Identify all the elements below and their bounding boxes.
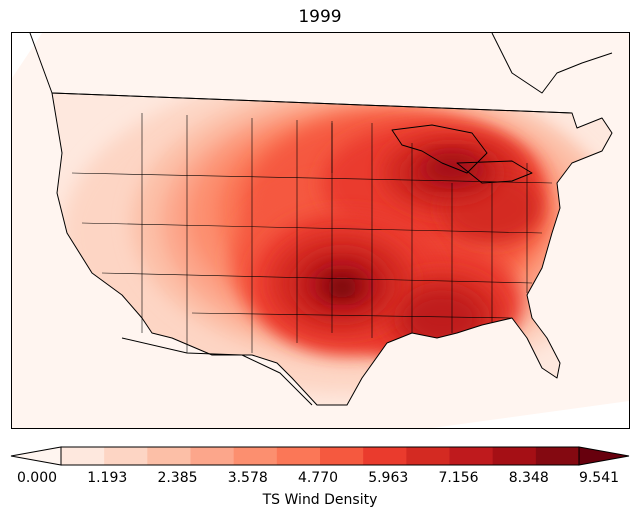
colorbar-tick-label: 9.541 <box>578 470 620 486</box>
colorbar-swatch-10 <box>492 447 537 465</box>
map-title: 1999 <box>298 7 342 27</box>
colorbar-border <box>60 446 580 466</box>
country-borders <box>29 33 613 406</box>
colorbar-swatch-0 <box>61 447 105 465</box>
state-border-13 <box>191 312 513 319</box>
colorbar-swatch-2 <box>147 447 191 465</box>
colorbar <box>9 446 631 470</box>
colorbar-label: TS Wind Density <box>262 492 378 508</box>
colorbar-swatch-7 <box>363 447 407 465</box>
colorbar-swatch-3 <box>190 447 235 465</box>
colorbar-tick-label: 2.385 <box>157 470 198 486</box>
colorbar-tick-label: 4.770 <box>297 470 339 486</box>
colorbar-bar <box>10 446 630 466</box>
colorbar-swatch-11 <box>535 447 580 465</box>
colorbar-extend-min <box>10 446 62 466</box>
state-border-10 <box>71 172 553 184</box>
colorbar-swatch-4 <box>233 447 278 465</box>
state-borders <box>71 113 553 353</box>
great-lakes <box>391 124 533 184</box>
colorbar-swatch-5 <box>276 447 321 465</box>
map-panel <box>11 32 630 429</box>
colorbar-extend-max <box>578 446 630 466</box>
us-coastline <box>51 92 613 406</box>
density-map <box>12 33 629 428</box>
mexico-border <box>121 337 313 406</box>
colorbar-tick-label: 1.193 <box>87 470 128 486</box>
density-contour-20 <box>334 282 350 294</box>
colorbar-tick-label: 0.000 <box>16 470 58 486</box>
ocean-white-bottom <box>432 401 629 428</box>
canada-border <box>51 92 573 114</box>
colorbar-tick-label: 3.578 <box>227 470 268 486</box>
colorbar-swatch-8 <box>406 447 450 465</box>
colorbar-swatch-9 <box>449 447 494 465</box>
colorbar-swatch-6 <box>320 447 364 465</box>
colorbar-swatch-1 <box>104 447 148 465</box>
state-border-11 <box>81 222 543 234</box>
state-border-12 <box>101 272 533 284</box>
colorbar-tick-label: 7.156 <box>438 470 479 486</box>
canada-coast <box>29 33 613 94</box>
colorbar-tick-label: 8.348 <box>508 470 549 486</box>
colorbar-tick-label: 5.963 <box>368 470 409 486</box>
